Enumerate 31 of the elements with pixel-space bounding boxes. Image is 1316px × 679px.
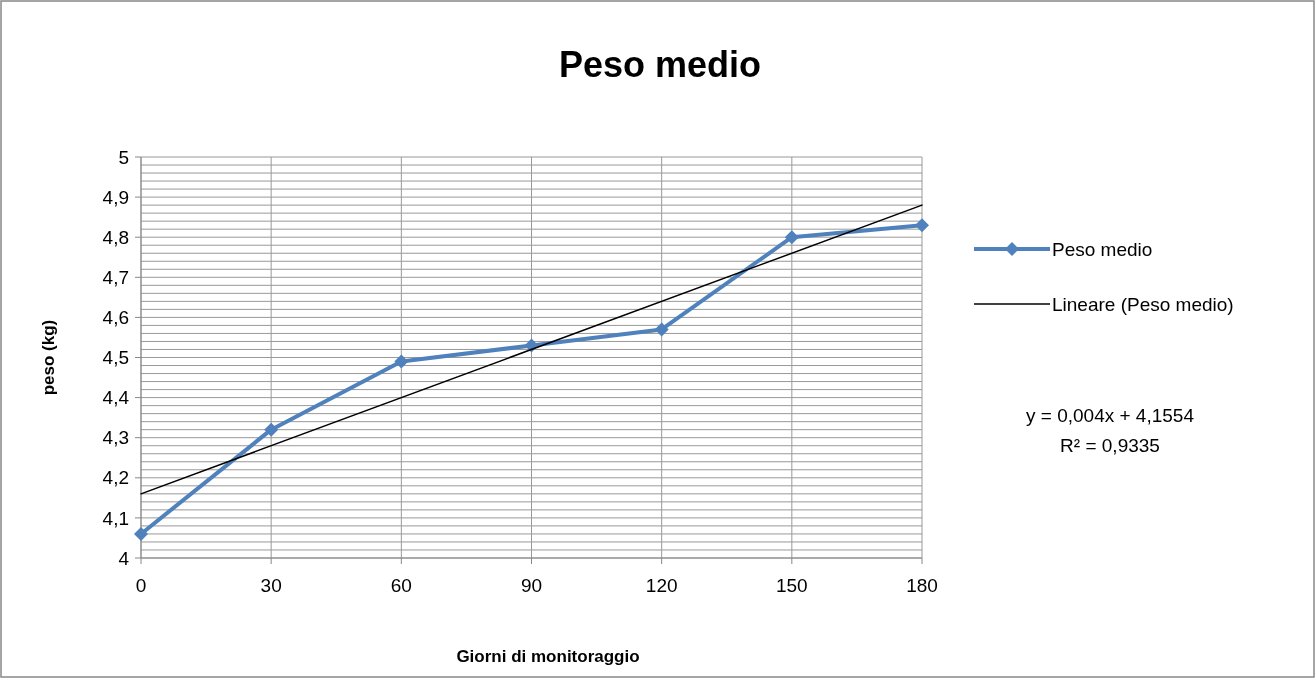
y-axis-title: peso (kg)	[39, 319, 58, 396]
legend-label: Lineare (Peso medio)	[1052, 293, 1234, 315]
y-tick-label: 4,8	[102, 226, 129, 248]
x-tick-label: 60	[390, 575, 412, 596]
x-tick-label: 30	[260, 575, 282, 596]
y-tick-label: 4,4	[102, 387, 130, 409]
point	[784, 230, 799, 245]
x-tick-label: 120	[645, 575, 678, 596]
y-tick-label: 4,2	[102, 467, 129, 489]
y-tick-label: 5	[118, 146, 129, 168]
y-tick-label: 4,3	[102, 427, 129, 449]
y-tick-label: 4,6	[102, 307, 129, 329]
text: R² = 0,9335	[1060, 435, 1160, 456]
y-tick-label: 4,7	[102, 266, 129, 288]
point	[134, 526, 148, 541]
chart-title: Peso medio	[558, 44, 762, 85]
legend-label: Peso medio	[1052, 238, 1153, 260]
x-tick-label: 90	[520, 575, 543, 596]
x-tick-label: 0	[135, 575, 147, 596]
y-tick-label: 4,5	[102, 347, 129, 369]
x-tick-label: 180	[906, 575, 938, 596]
text: y = 0,004x + 4,1554	[1026, 405, 1195, 426]
y-tick-label: 4,1	[102, 507, 129, 529]
point	[654, 322, 669, 337]
point	[264, 422, 279, 437]
y-tick-label: 4,9	[102, 186, 129, 208]
x-tick-label: 150	[775, 575, 808, 596]
point	[394, 354, 409, 369]
y-tick-label: 4	[118, 547, 130, 569]
point	[915, 218, 929, 233]
x-axis-title: Giorni di monitoraggio	[456, 647, 640, 666]
